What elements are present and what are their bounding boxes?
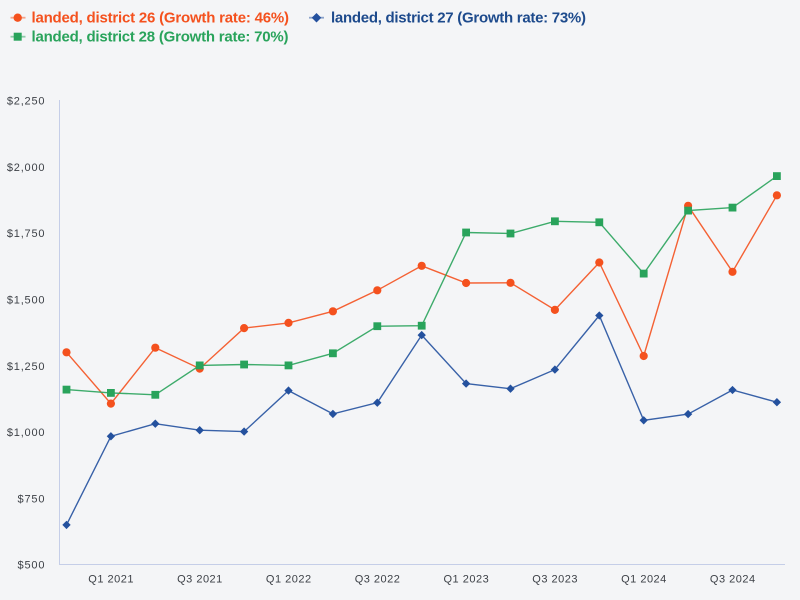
svg-text:$2,250: $2,250 (7, 96, 45, 108)
svg-text:landed, district 28 (Growth ra: landed, district 28 (Growth rate: 70%) (32, 29, 289, 46)
svg-text:landed, district 26 (Growth ra: landed, district 26 (Growth rate: 46%) (32, 10, 290, 27)
svg-text:landed, district 27 (Growth ra: landed, district 27 (Growth rate: 73%) (331, 10, 586, 27)
svg-text:$2,000: $2,000 (7, 162, 45, 174)
svg-text:Q3 2024: Q3 2024 (710, 574, 755, 586)
svg-text:Q1 2023: Q1 2023 (444, 574, 489, 586)
svg-text:$750: $750 (18, 493, 45, 505)
svg-text:$1,250: $1,250 (7, 361, 45, 373)
svg-text:Q1 2022: Q1 2022 (266, 574, 311, 586)
svg-text:Q3 2023: Q3 2023 (532, 574, 577, 586)
svg-text:Q1 2021: Q1 2021 (88, 574, 133, 586)
svg-text:$1,000: $1,000 (7, 427, 45, 439)
svg-text:Q1 2024: Q1 2024 (621, 574, 666, 586)
svg-text:$500: $500 (18, 560, 45, 572)
svg-text:$1,750: $1,750 (7, 228, 45, 240)
svg-text:$1,500: $1,500 (7, 295, 45, 307)
svg-text:Q3 2021: Q3 2021 (177, 574, 222, 586)
svg-text:Q3 2022: Q3 2022 (355, 574, 400, 586)
